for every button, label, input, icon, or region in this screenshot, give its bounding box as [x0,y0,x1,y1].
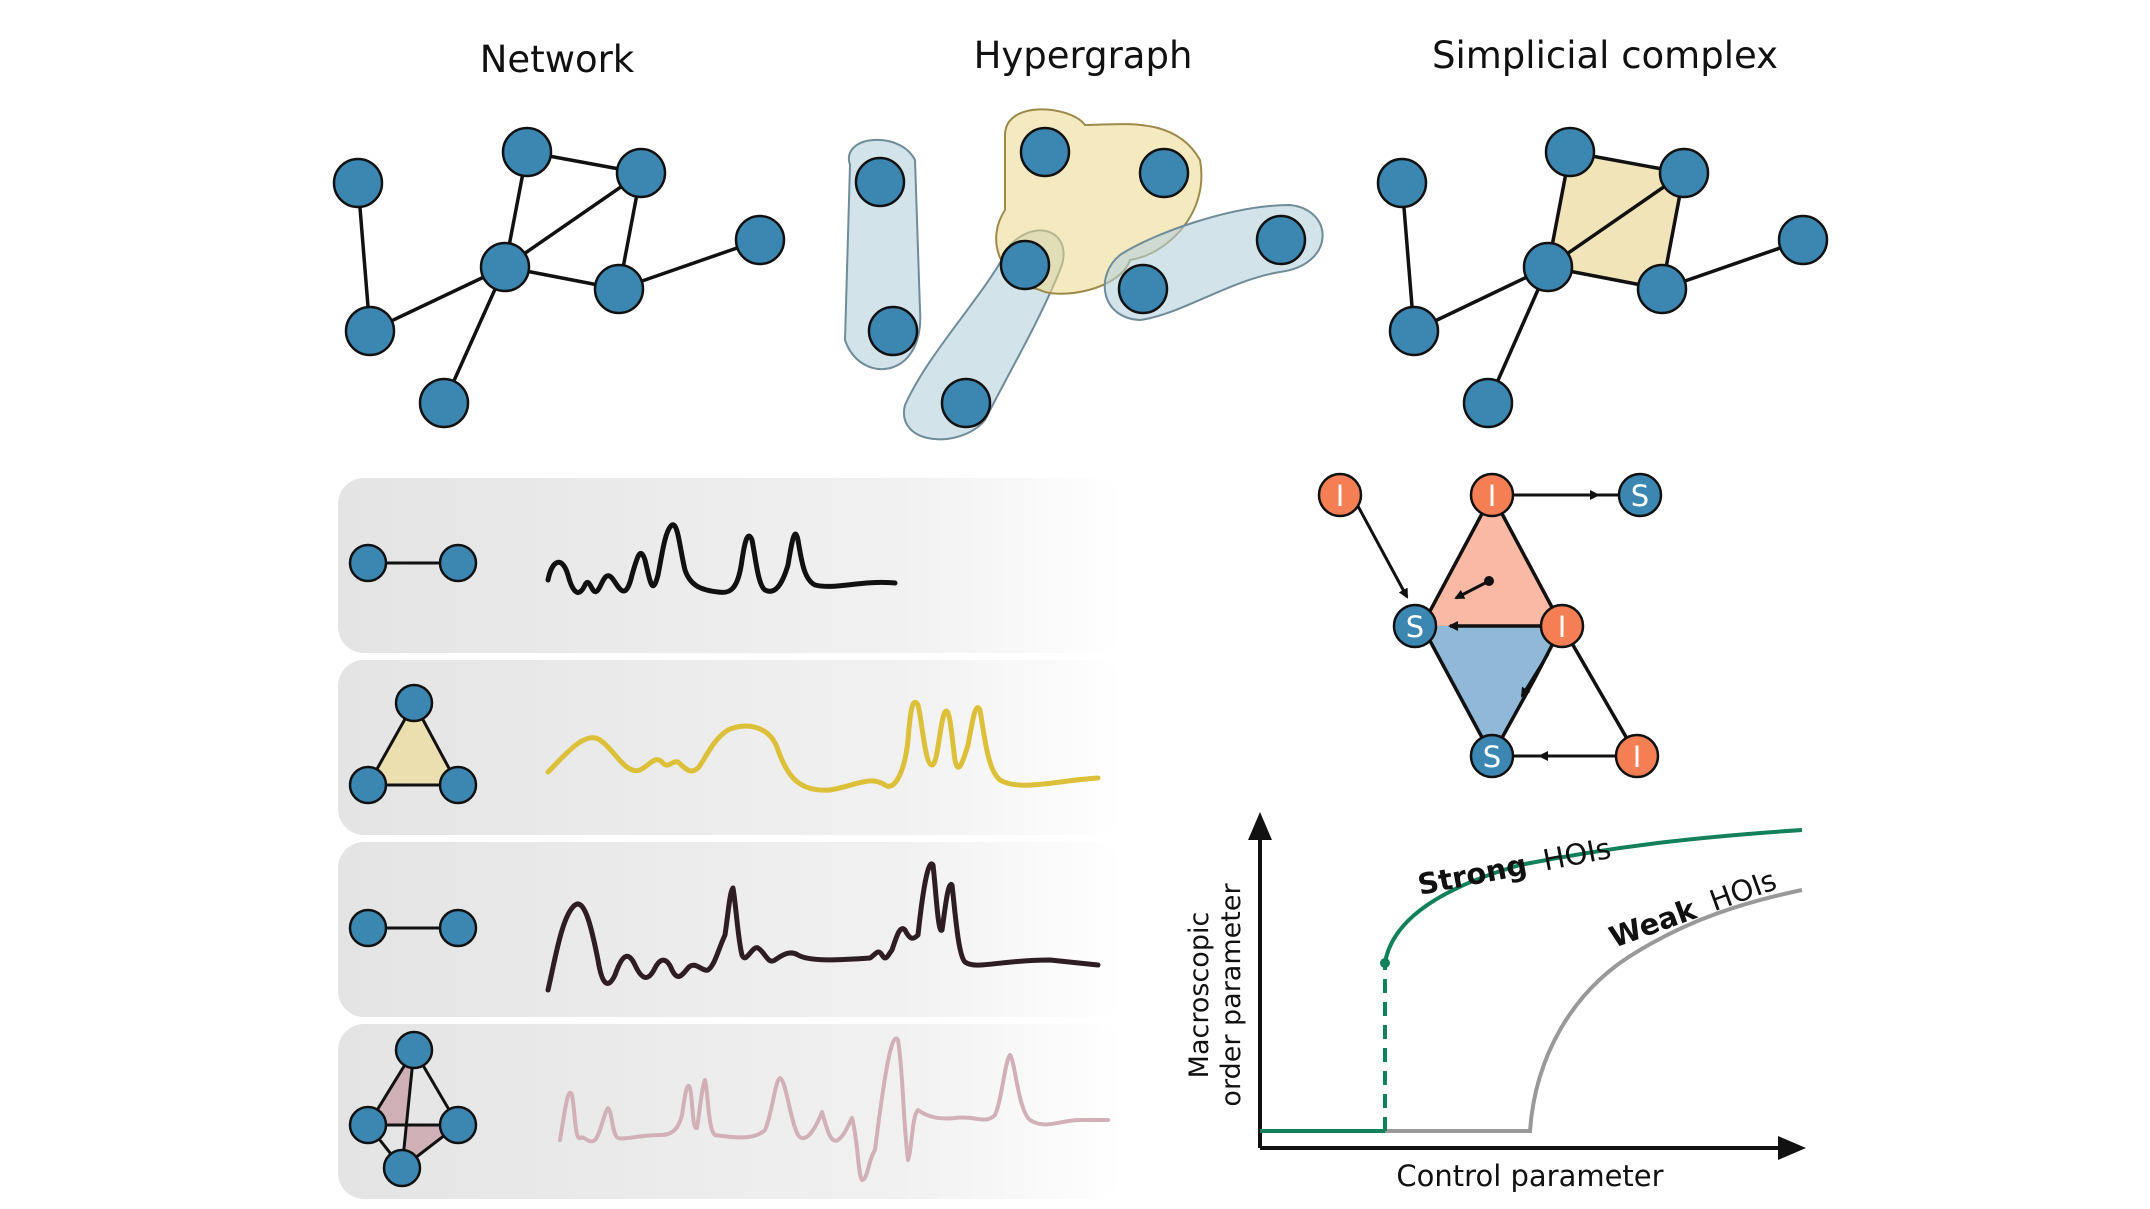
hypergraph-node [1019,126,1071,178]
hypergraph-node [1255,214,1307,266]
infected-node: I [1469,472,1515,518]
susceptible-triangle [1422,626,1562,756]
simplicial-node [1636,263,1688,315]
network-node [479,241,531,293]
svg-text:I: I [1633,740,1642,774]
simplicial-node [1658,147,1710,199]
simplicial-node [1522,241,1574,293]
row-node [394,1030,434,1070]
svg-text:I: I [1558,610,1567,644]
susceptible-node: S [1392,603,1438,649]
simplicial-complex [1376,126,1829,429]
strong-hois-branch [1383,828,1803,964]
network-node [501,126,553,178]
transition-plot: Strong HOIs Weak HOIs Macroscopic order … [1184,812,1806,1193]
title-simplicial-complex: Simplicial complex [1432,34,1778,77]
signal-row-pairwise [338,478,1123,653]
row-background [338,478,1123,653]
row-node [438,1105,478,1145]
x-axis-label: Control parameter [1396,1159,1663,1193]
signal-row-tetrahedron [338,1024,1123,1199]
row-node [348,765,388,805]
signal-trace-black [545,522,898,595]
network-node [615,147,667,199]
svg-text:I: I [1336,479,1345,513]
row-background [338,660,1123,835]
weak-hois-label: Weak HOIs [1605,863,1781,955]
row-node [348,1105,388,1145]
simplicial-node [1388,305,1440,357]
network-node [734,214,786,266]
weak-hois-curve [1260,888,1803,1133]
row-background [338,1024,1123,1199]
network-node [332,157,384,209]
svg-text:S: S [1631,479,1649,513]
network-nodes [332,126,786,429]
row-node [348,543,388,583]
y-axis-label-line2: order parameter [1216,883,1247,1107]
hypergraph-node [867,305,919,357]
simplicial-node [1376,157,1428,209]
network-node [344,305,396,357]
signal-row-triangle [338,660,1123,835]
signal-trace-yellow [545,700,1101,793]
svg-text:S: S [1483,740,1501,774]
simplicial-node [1544,126,1596,178]
signal-trace-dark [545,861,1101,993]
hypergraph-node [999,239,1051,291]
row-node [394,683,434,723]
infected-node: I [1317,472,1363,518]
y-axis-arrowhead [1248,812,1272,840]
contagion-diagram: I I S S I S I [1317,472,1663,779]
signal-row-pairwise-2 [338,842,1123,1017]
hypergraph-node [1117,263,1169,315]
row-node [438,765,478,805]
row-node [438,908,478,948]
y-axis-label-line1: Macroscopic [1184,912,1215,1079]
hypergraph-node [1138,147,1190,199]
title-network: Network [480,38,635,81]
signal-trace-pink [558,1036,1110,1182]
hypergraph [843,108,1324,441]
svg-text:S: S [1406,610,1424,644]
row-node [382,1148,422,1188]
strong-hois-label: Strong HOIs [1415,831,1614,902]
network-node [418,377,470,429]
x-axis-arrowhead [1778,1136,1806,1160]
network-node [593,263,645,315]
hypergraph-node [854,156,906,208]
simplicial-node [1462,377,1514,429]
svg-text:I: I [1488,479,1497,513]
infected-node: I [1539,603,1585,649]
title-hypergraph: Hypergraph [974,34,1193,77]
hypergraph-node [940,377,992,429]
row-node [348,908,388,948]
row-node [438,543,478,583]
susceptible-node: S [1617,472,1663,518]
network-graph [356,150,761,404]
simplicial-node [1777,214,1829,266]
susceptible-node: S [1469,733,1515,779]
infected-node: I [1614,733,1660,779]
